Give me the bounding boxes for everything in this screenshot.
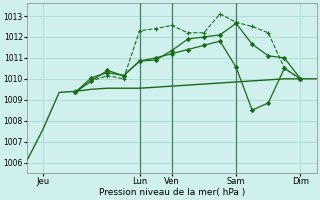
X-axis label: Pression niveau de la mer( hPa ): Pression niveau de la mer( hPa ) [99,188,245,197]
